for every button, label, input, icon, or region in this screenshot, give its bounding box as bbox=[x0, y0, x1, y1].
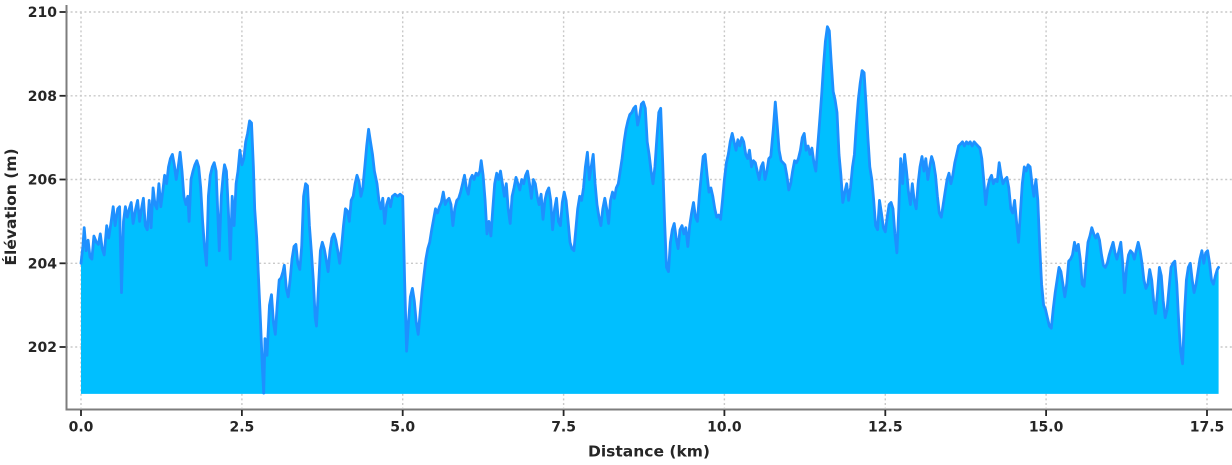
y-tick-label: 204 bbox=[28, 256, 57, 272]
x-tick-label: 17.5 bbox=[1190, 420, 1225, 436]
y-tick-label: 206 bbox=[28, 173, 57, 189]
x-tick-label: 7.5 bbox=[551, 420, 576, 436]
y-tick-label: 208 bbox=[28, 89, 57, 105]
x-tick-label: 0.0 bbox=[69, 420, 94, 436]
x-tick-label: 10.0 bbox=[707, 420, 742, 436]
elevation-area-fill bbox=[81, 26, 1219, 394]
tick-marks bbox=[59, 11, 1208, 416]
elevation-series bbox=[79, 25, 1220, 395]
y-axis-title: Élévation (m) bbox=[1, 148, 20, 265]
x-tick-label: 2.5 bbox=[229, 420, 254, 436]
x-tick-label: 5.0 bbox=[390, 420, 415, 436]
elevation-line bbox=[79, 25, 1220, 395]
y-tick-label: 210 bbox=[28, 5, 57, 21]
x-tick-label: 15.0 bbox=[1029, 420, 1064, 436]
x-tick-label: 12.5 bbox=[868, 420, 903, 436]
x-axis-title: Distance (km) bbox=[588, 443, 710, 461]
y-tick-label: 202 bbox=[28, 340, 57, 356]
